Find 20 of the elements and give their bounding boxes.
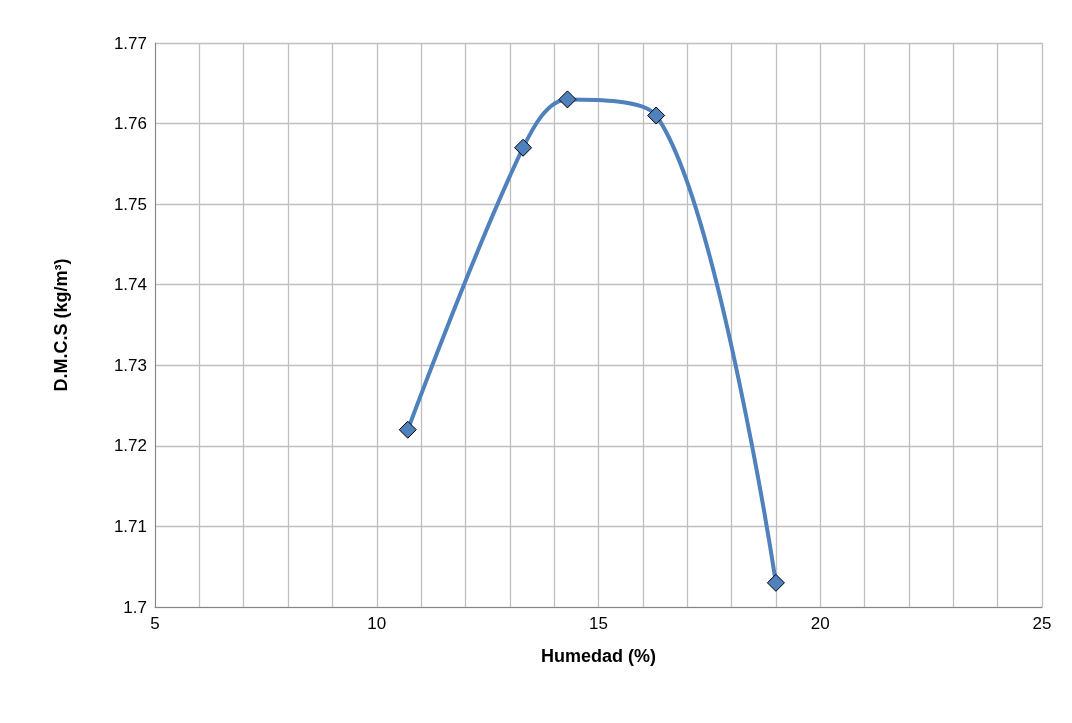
point [647,106,666,125]
x-tick-label: 20 [810,614,830,633]
x-tick-label: 25 [1032,614,1052,633]
point [514,138,533,157]
x-tick-label: 5 [150,614,160,633]
y-tick-label: 1.71 [113,516,147,536]
y-tick-label: 1.73 [113,355,147,375]
x-axis-title: Humedad (%) [540,646,657,666]
point [398,420,417,439]
y-axis-title: D.M.C.S (kg/m³) [51,258,71,392]
y-tick-label: 1.74 [113,275,147,295]
x-tick-label: 15 [589,614,608,633]
y-tick-label: 1.7 [123,597,147,617]
point [558,90,577,109]
point [766,573,785,592]
y-tick-label: 1.72 [113,436,147,456]
x-tick-label: 10 [367,614,387,633]
y-tick-label: 1.77 [113,33,147,53]
y-tick-label: 1.76 [113,114,147,134]
y-tick-label: 1.75 [113,194,147,214]
